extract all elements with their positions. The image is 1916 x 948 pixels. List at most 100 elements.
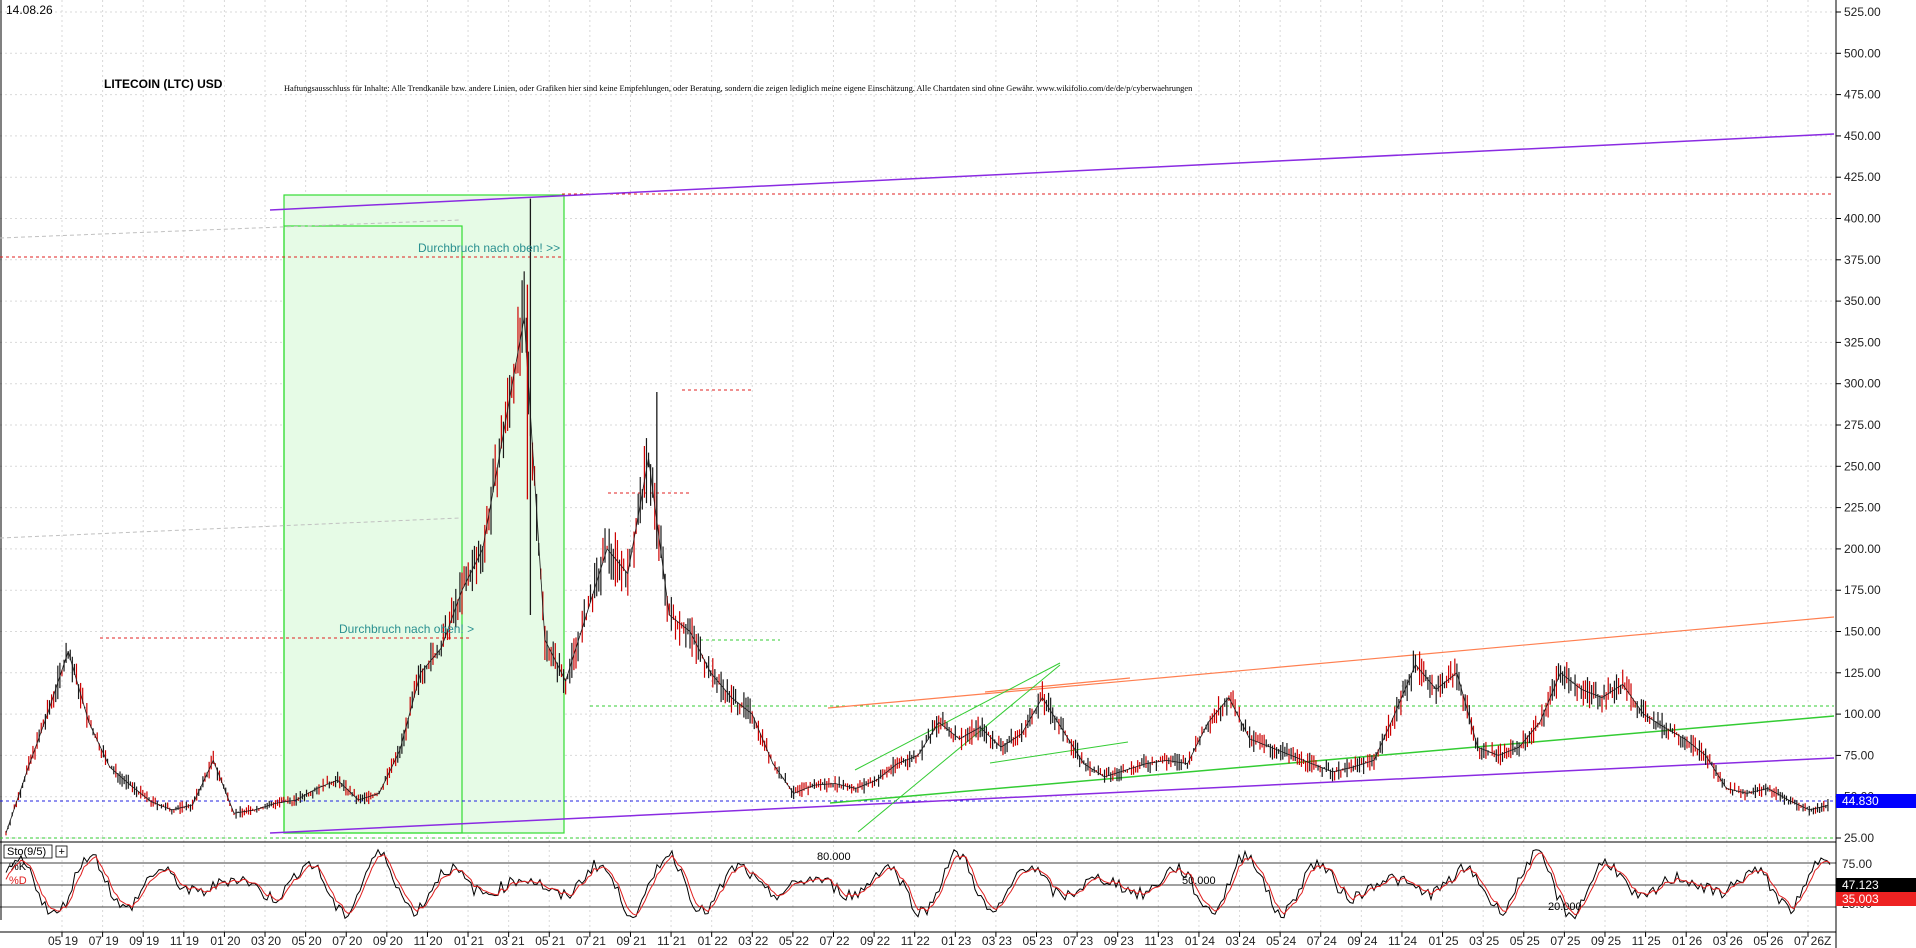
price-segment: [652, 489, 656, 506]
price-segment: [1402, 689, 1406, 695]
breakout-zone-box: [283, 194, 565, 834]
stoch-level-20-label: 20.000: [1548, 901, 1582, 913]
price-segment: [463, 581, 467, 587]
price-segment: [1004, 742, 1008, 745]
price-segment: [356, 797, 359, 801]
price-segment: [778, 772, 782, 776]
price-segment: [343, 785, 347, 789]
price-segment: [1419, 669, 1422, 673]
y-tick-label: 225.00: [1844, 501, 1881, 515]
price-segment: [751, 713, 755, 720]
price-segment: [1131, 767, 1134, 769]
price-segment: [308, 791, 311, 794]
current-price-badge: 44.830: [1836, 794, 1916, 808]
price-segment: [1330, 770, 1333, 773]
price-segment: [1222, 702, 1226, 706]
price-segment: [345, 787, 349, 791]
price-segment: [200, 782, 204, 788]
price-segment: [138, 791, 141, 794]
price-segment: [1317, 765, 1321, 768]
price-segment: [51, 695, 55, 702]
x-tick-label: 09 22: [860, 934, 890, 948]
price-segment: [1558, 672, 1561, 678]
price-segment: [660, 552, 664, 568]
price-segment: [548, 647, 552, 653]
price-segment: [577, 634, 581, 642]
price-segment: [1636, 704, 1640, 709]
price-segment: [1433, 686, 1437, 690]
price-segment: [163, 806, 166, 808]
price-segment: [1052, 713, 1056, 718]
price-segment: [1201, 730, 1205, 735]
indicator-settings-button[interactable]: [55, 845, 68, 858]
price-segment: [1029, 715, 1033, 720]
price-segment: [1037, 701, 1041, 706]
price-segment: [165, 807, 168, 809]
price-segment: [1033, 708, 1037, 713]
x-tick-label: 05 20: [292, 934, 322, 948]
price-segment: [1512, 748, 1516, 750]
price-segment: [82, 700, 86, 709]
y-tick-label: 100.00: [1844, 707, 1881, 721]
price-segment: [1518, 744, 1522, 748]
price-segment: [22, 777, 26, 785]
price-segment: [1431, 684, 1435, 688]
price-segment: [1268, 745, 1271, 748]
price-segment: [430, 657, 434, 661]
price-segment: [930, 732, 933, 736]
price-segment: [596, 575, 600, 583]
price-segment: [1782, 796, 1785, 799]
price-segment: [486, 514, 490, 526]
price-segment: [1494, 753, 1497, 755]
price-segment: [1093, 769, 1097, 772]
x-tick-label: 01 23: [941, 934, 971, 948]
price-segment: [320, 785, 324, 788]
x-tick-label: 09 24: [1347, 934, 1377, 948]
price-segment: [1060, 727, 1064, 731]
price-segment: [314, 788, 318, 790]
x-tick-label: 09 23: [1104, 934, 1134, 948]
price-segment: [1284, 752, 1288, 755]
price-segment: [1574, 684, 1578, 687]
k-value-badge: [1836, 878, 1916, 892]
price-segment: [65, 651, 69, 658]
price-segment: [335, 779, 338, 782]
price-segment: [511, 375, 515, 388]
price-segment: [1297, 757, 1300, 760]
price-segment: [1595, 694, 1599, 697]
price-segment: [621, 565, 624, 569]
price-segment: [1141, 763, 1145, 766]
price-segment: [88, 722, 92, 727]
price-segment: [1670, 730, 1673, 733]
price-segment: [1408, 674, 1412, 680]
price-segment: [710, 672, 714, 676]
price-segment: [134, 788, 137, 791]
price-segment: [1529, 732, 1532, 736]
price-segment: [724, 689, 728, 693]
x-tick-label: 07 21: [576, 934, 606, 948]
price-segment: [1647, 716, 1650, 719]
price-segment: [157, 803, 160, 806]
price-segment: [946, 728, 950, 731]
price-segment: [132, 786, 135, 789]
price-segment: [221, 781, 225, 787]
price-segment: [1674, 732, 1677, 735]
price-segment: [1622, 684, 1626, 688]
price-segment: [1085, 764, 1089, 767]
price-segment: [1464, 702, 1468, 711]
price-segment: [1446, 679, 1449, 682]
price-segment: [793, 792, 796, 794]
price-segment: [1527, 734, 1530, 738]
price-segment: [1282, 751, 1286, 754]
price-segment: [1116, 771, 1120, 774]
price-segment: [418, 672, 421, 681]
price-segment: [517, 340, 521, 353]
price-segment: [1106, 775, 1109, 777]
price-segment: [480, 548, 484, 554]
price-segment: [273, 802, 276, 805]
price-segment: [913, 755, 917, 758]
price-segment: [1483, 749, 1487, 751]
price-segment: [1479, 747, 1482, 750]
price-segment: [559, 668, 562, 673]
y-tick-label: 375.00: [1844, 253, 1881, 267]
